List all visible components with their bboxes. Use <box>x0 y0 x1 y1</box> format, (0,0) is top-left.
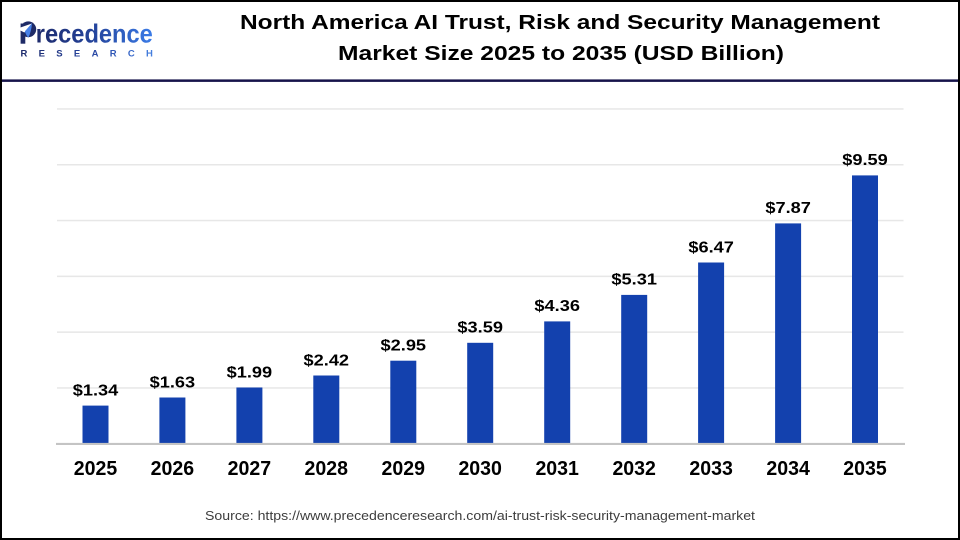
svg-text:$4.36: $4.36 <box>534 298 580 315</box>
svg-text:$2.42: $2.42 <box>304 352 350 369</box>
svg-text:2031: 2031 <box>535 457 579 480</box>
svg-text:$1.34: $1.34 <box>73 382 119 399</box>
svg-text:$1.63: $1.63 <box>150 374 196 391</box>
svg-text:$6.47: $6.47 <box>688 239 734 256</box>
svg-text:RESEARCH: RESEARCH <box>21 49 165 60</box>
svg-text:2025: 2025 <box>74 457 118 480</box>
svg-text:2030: 2030 <box>458 457 502 480</box>
svg-text:2026: 2026 <box>151 457 195 480</box>
svg-text:Source: https://www.precedence: Source: https://www.precedenceresearch.c… <box>205 508 755 523</box>
svg-text:2027: 2027 <box>228 457 272 480</box>
svg-text:$5.31: $5.31 <box>611 272 657 289</box>
svg-text:2032: 2032 <box>612 457 656 480</box>
svg-text:North America AI Trust, Risk a: North America AI Trust, Risk and Securit… <box>240 11 880 34</box>
svg-text:2035: 2035 <box>843 457 887 480</box>
svg-text:2034: 2034 <box>766 457 810 480</box>
svg-text:2029: 2029 <box>382 457 426 480</box>
svg-text:$7.87: $7.87 <box>765 200 811 217</box>
svg-text:2028: 2028 <box>305 457 349 480</box>
svg-text:recedence: recedence <box>36 19 153 49</box>
svg-text:$3.59: $3.59 <box>457 320 503 337</box>
svg-text:$9.59: $9.59 <box>842 152 888 169</box>
svg-text:Market Size 2025 to 2035 (USD: Market Size 2025 to 2035 (USD Billion) <box>338 42 784 65</box>
svg-text:$2.95: $2.95 <box>381 338 427 355</box>
svg-text:$1.99: $1.99 <box>227 364 273 381</box>
svg-text:2033: 2033 <box>689 457 733 480</box>
